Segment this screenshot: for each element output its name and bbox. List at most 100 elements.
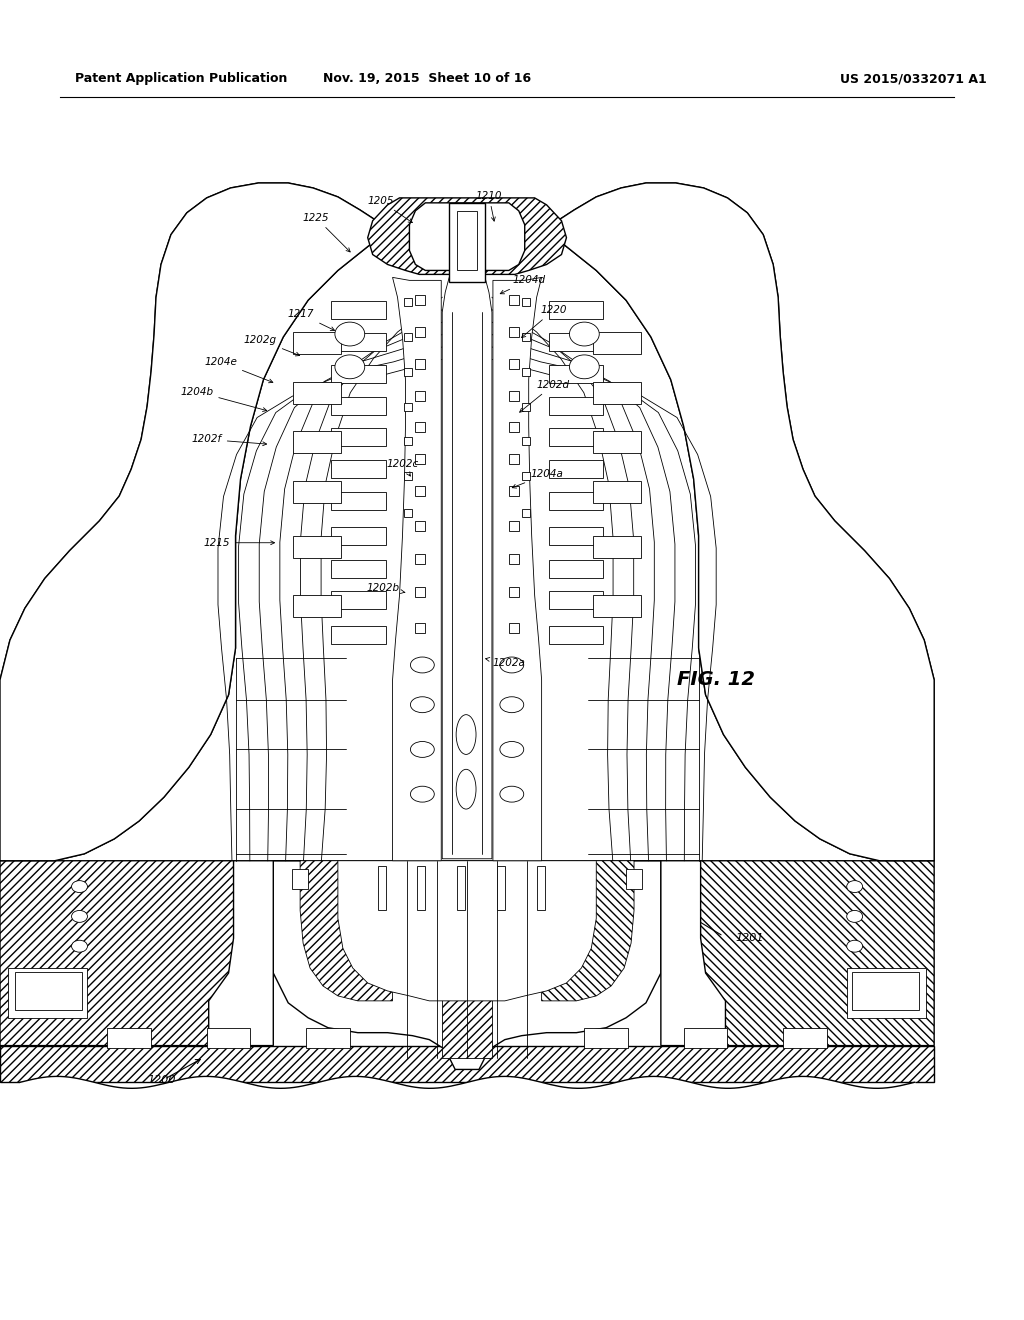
Bar — [306, 1028, 350, 1048]
Bar — [331, 429, 386, 446]
Bar — [626, 869, 642, 888]
Bar — [416, 296, 425, 305]
Ellipse shape — [335, 322, 365, 346]
Text: 1205: 1205 — [368, 195, 413, 223]
Polygon shape — [338, 861, 596, 1001]
Bar — [549, 301, 603, 319]
Bar — [331, 333, 386, 351]
Bar — [509, 391, 519, 401]
Ellipse shape — [500, 742, 523, 758]
Bar — [457, 866, 465, 911]
Bar — [293, 480, 341, 503]
Bar — [331, 527, 386, 545]
Bar — [509, 296, 519, 305]
Ellipse shape — [569, 322, 599, 346]
Bar — [293, 333, 341, 354]
Bar — [331, 364, 386, 383]
Bar — [593, 480, 641, 503]
Bar — [522, 368, 529, 376]
Bar — [8, 968, 87, 1018]
Text: 1202f: 1202f — [191, 434, 266, 446]
Polygon shape — [392, 277, 441, 861]
Bar — [416, 553, 425, 564]
Polygon shape — [209, 861, 273, 1045]
Bar — [509, 359, 519, 368]
Bar — [416, 521, 425, 531]
Bar — [416, 486, 425, 496]
Polygon shape — [542, 861, 660, 1001]
Text: 1204d: 1204d — [501, 276, 545, 294]
Polygon shape — [660, 861, 934, 1045]
Bar — [593, 595, 641, 618]
Bar — [331, 591, 386, 610]
Text: 1204e: 1204e — [204, 356, 272, 383]
Bar — [852, 972, 920, 1010]
Text: 1204a: 1204a — [512, 469, 563, 488]
Bar — [416, 422, 425, 433]
Bar — [585, 1028, 628, 1048]
Text: 1225: 1225 — [303, 213, 350, 252]
Ellipse shape — [72, 911, 87, 923]
Ellipse shape — [847, 911, 862, 923]
Bar — [522, 298, 529, 306]
Bar — [15, 972, 83, 1010]
Polygon shape — [442, 861, 492, 1057]
Bar — [509, 623, 519, 634]
Bar — [509, 486, 519, 496]
Bar — [331, 560, 386, 578]
Bar — [331, 301, 386, 319]
Bar — [593, 536, 641, 557]
Bar — [549, 527, 603, 545]
Bar — [522, 333, 529, 341]
Text: 1217: 1217 — [288, 309, 335, 330]
Bar — [549, 560, 603, 578]
Polygon shape — [0, 183, 442, 861]
Polygon shape — [368, 198, 566, 275]
Bar — [497, 866, 505, 911]
Bar — [404, 298, 413, 306]
Text: 1210: 1210 — [476, 191, 502, 220]
Bar — [416, 327, 425, 337]
Bar — [509, 454, 519, 465]
Ellipse shape — [335, 355, 365, 379]
Polygon shape — [660, 861, 725, 1045]
Bar — [537, 866, 545, 911]
Bar — [416, 623, 425, 634]
Bar — [522, 403, 529, 411]
Bar — [593, 432, 641, 453]
Bar — [418, 866, 425, 911]
Text: Patent Application Publication: Patent Application Publication — [75, 73, 287, 84]
Polygon shape — [492, 183, 934, 861]
Text: 1204b: 1204b — [180, 387, 266, 412]
Ellipse shape — [500, 787, 523, 803]
Text: 1202b: 1202b — [366, 583, 404, 594]
Bar — [416, 587, 425, 598]
Bar — [847, 968, 927, 1018]
Bar — [509, 327, 519, 337]
Text: 1215: 1215 — [204, 537, 274, 548]
Bar — [549, 333, 603, 351]
Bar — [331, 492, 386, 510]
Bar — [509, 587, 519, 598]
Text: 1202c: 1202c — [386, 459, 419, 477]
Text: 1201: 1201 — [735, 933, 764, 944]
Ellipse shape — [411, 787, 434, 803]
Bar — [549, 364, 603, 383]
Ellipse shape — [569, 355, 599, 379]
Bar — [593, 381, 641, 404]
Ellipse shape — [411, 742, 434, 758]
Bar — [293, 381, 341, 404]
Bar — [549, 626, 603, 644]
Bar — [593, 333, 641, 354]
Bar — [549, 429, 603, 446]
Polygon shape — [0, 861, 273, 1045]
Bar — [331, 461, 386, 478]
Bar — [331, 396, 386, 414]
Polygon shape — [450, 203, 485, 282]
Bar — [522, 473, 529, 480]
Ellipse shape — [411, 697, 434, 713]
Text: FIG. 12: FIG. 12 — [677, 671, 755, 689]
Text: 1202a: 1202a — [485, 657, 525, 668]
Bar — [522, 437, 529, 445]
Bar — [293, 432, 341, 453]
